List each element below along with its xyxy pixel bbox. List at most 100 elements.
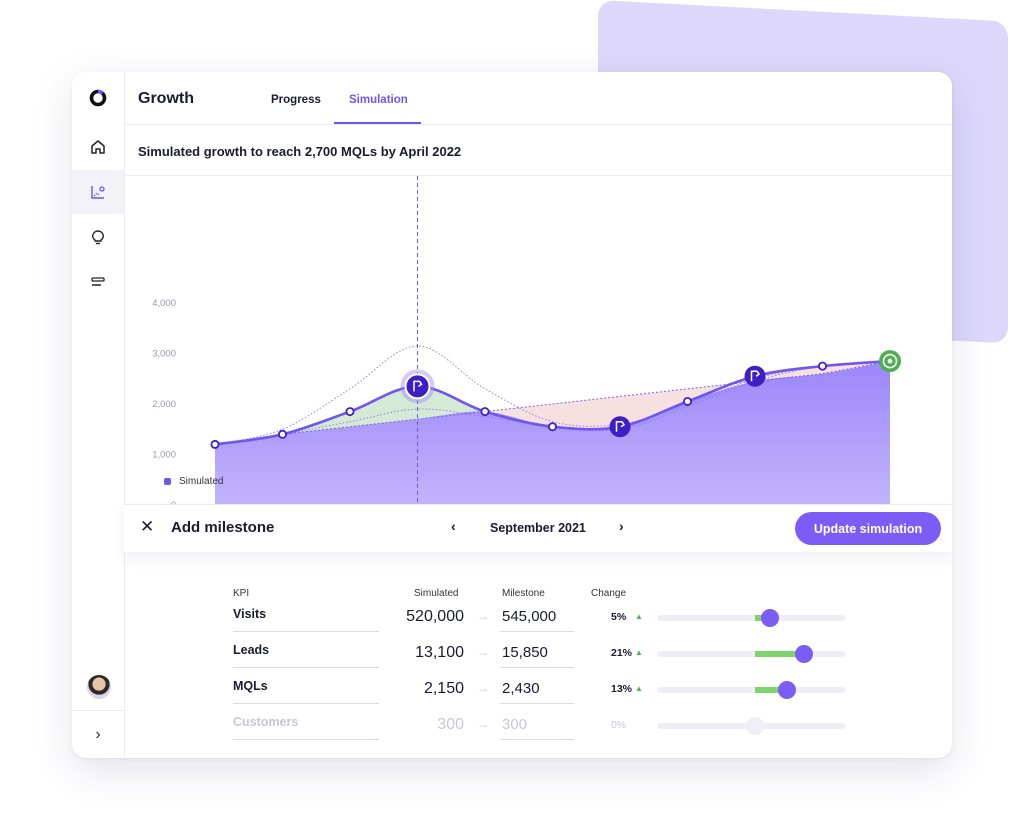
chevron-right-icon: › bbox=[95, 726, 101, 743]
list-icon bbox=[91, 277, 105, 286]
data-point bbox=[683, 396, 693, 406]
y-tick-label: 3,000 bbox=[152, 349, 176, 360]
kpi-slider[interactable] bbox=[657, 681, 845, 699]
kpi-name-underline bbox=[233, 739, 379, 740]
app-window: › Growth Progress Simulation Simulated g… bbox=[72, 72, 952, 758]
lightbulb-icon bbox=[92, 230, 104, 245]
target-icon-center bbox=[887, 358, 893, 364]
simulated-header: Simulated bbox=[414, 588, 459, 599]
chart-icon bbox=[91, 186, 105, 199]
kpi-slider-handle[interactable] bbox=[794, 645, 813, 663]
sidebar-divider bbox=[72, 710, 124, 711]
arrow-right-icon: → bbox=[477, 681, 489, 695]
close-icon[interactable]: ✕ bbox=[140, 517, 155, 536]
update-simulation-button[interactable]: Update simulation bbox=[795, 512, 941, 545]
kpi-milestone-underline bbox=[500, 703, 574, 704]
kpi-slider-handle[interactable] bbox=[760, 609, 779, 627]
y-tick-label: 2,000 bbox=[152, 399, 176, 410]
chevron-left-icon[interactable]: ‹ bbox=[451, 518, 456, 534]
data-point bbox=[547, 422, 557, 432]
kpi-milestone-underline bbox=[500, 631, 574, 632]
kpi-name-underline bbox=[233, 703, 379, 704]
kpi-milestone-underline bbox=[500, 667, 574, 668]
expand-sidebar-button[interactable]: › bbox=[72, 720, 124, 750]
kpi-header: KPI bbox=[233, 588, 250, 599]
milestone-header: Milestone bbox=[502, 588, 545, 599]
upper-band-line bbox=[214, 345, 891, 445]
sidebar-item-home[interactable] bbox=[72, 125, 124, 169]
active-tab-indicator bbox=[334, 122, 421, 124]
kpi-row: Visits 520,000 → 545,000 5% ▲ bbox=[72, 604, 952, 640]
tab-simulation[interactable]: Simulation bbox=[349, 94, 408, 106]
kpi-milestone-input[interactable]: 15,850 bbox=[502, 644, 548, 661]
kpi-row: Customers 300 → 300 0% bbox=[72, 712, 952, 748]
data-point bbox=[345, 407, 355, 417]
target-icon bbox=[882, 353, 898, 369]
kpi-name-underline bbox=[233, 631, 379, 632]
chart-title: Simulated growth to reach 2,700 MQLs by … bbox=[138, 144, 462, 159]
arrow-up-icon: ▲ bbox=[635, 648, 643, 657]
milestone-toolbar: ✕ Add milestone ‹ September 2021 › Updat… bbox=[124, 504, 952, 552]
page-title: Growth bbox=[138, 90, 194, 107]
kpi-row: MQLs 2,150 → 2,430 13% ▲ bbox=[72, 676, 952, 712]
kpi-slider[interactable] bbox=[657, 717, 845, 735]
logo-icon bbox=[89, 89, 107, 107]
legend-label: Simulated bbox=[179, 476, 224, 487]
chevron-right-icon[interactable]: › bbox=[619, 518, 624, 534]
tab-progress[interactable]: Progress bbox=[271, 94, 321, 106]
kpi-slider[interactable] bbox=[657, 609, 845, 627]
milestone-title: Add milestone bbox=[171, 519, 275, 536]
data-point bbox=[277, 429, 287, 439]
chart-header: Simulated growth to reach 2,700 MQLs by … bbox=[124, 125, 952, 176]
arrow-right-icon: → bbox=[477, 609, 489, 623]
simulated-area bbox=[215, 361, 890, 505]
arrow-up-icon: ▲ bbox=[635, 684, 643, 693]
chart-legend: Simulated bbox=[164, 476, 223, 487]
kpi-simulated-value: 300 bbox=[437, 716, 464, 733]
kpi-simulated-value: 13,100 bbox=[415, 644, 464, 661]
kpi-slider-fill bbox=[754, 687, 787, 693]
kpi-name-underline bbox=[233, 667, 379, 668]
kpi-milestone-input[interactable]: 545,000 bbox=[502, 608, 557, 625]
change-header: Change bbox=[591, 588, 627, 599]
data-point bbox=[480, 407, 490, 417]
arrow-up-icon: ▲ bbox=[635, 612, 643, 621]
kpi-name: Visits bbox=[233, 607, 267, 621]
loss-area bbox=[485, 361, 890, 430]
kpi-change-value: 21% bbox=[611, 647, 633, 659]
home-icon bbox=[91, 140, 105, 154]
baseline-trend-line bbox=[214, 360, 891, 445]
kpi-milestone-input[interactable]: 2,430 bbox=[502, 680, 540, 697]
kpi-slider[interactable] bbox=[657, 645, 845, 663]
kpi-change-value: 5% bbox=[611, 611, 627, 623]
milestone-marker bbox=[609, 416, 631, 438]
kpi-simulated-value: 520,000 bbox=[406, 608, 464, 625]
arrow-right-icon: → bbox=[477, 717, 489, 731]
sidebar-item-list[interactable] bbox=[72, 260, 124, 304]
kpi-change-value: 13% bbox=[611, 683, 633, 695]
kpi-simulated-value: 2,150 bbox=[423, 680, 464, 697]
sidebar-item-ideas[interactable] bbox=[72, 215, 124, 259]
kpi-name: Leads bbox=[233, 643, 270, 657]
avatar[interactable] bbox=[87, 675, 111, 699]
sidebar-item-growth[interactable] bbox=[72, 170, 124, 214]
flag-icon bbox=[750, 370, 761, 382]
kpi-change-value: 0% bbox=[611, 719, 627, 731]
kpi-slider-handle[interactable] bbox=[777, 681, 796, 699]
flag-icon bbox=[413, 380, 423, 392]
header: Growth Progress Simulation bbox=[124, 72, 952, 125]
data-point bbox=[210, 439, 220, 449]
kpi-milestone-input[interactable]: 300 bbox=[502, 716, 528, 733]
sidebar: › bbox=[72, 72, 125, 758]
milestone-marker bbox=[744, 365, 766, 387]
kpi-slider-fill bbox=[754, 651, 804, 657]
kpi-name: Customers bbox=[233, 715, 299, 729]
kpi-row: Leads 13,100 → 15,850 21% ▲ bbox=[72, 640, 952, 676]
lower-band-line bbox=[214, 360, 891, 445]
growth-chart: 01,0002,0003,0004,000JunJulAugSepOctNovD… bbox=[124, 176, 952, 506]
data-point bbox=[818, 361, 828, 371]
growth-chart-svg: 01,0002,0003,0004,000JunJulAugSepOctNovD… bbox=[152, 176, 952, 506]
kpi-slider-handle[interactable] bbox=[745, 717, 764, 735]
milestone-marker bbox=[404, 373, 431, 400]
y-tick-label: 0 bbox=[171, 500, 176, 506]
